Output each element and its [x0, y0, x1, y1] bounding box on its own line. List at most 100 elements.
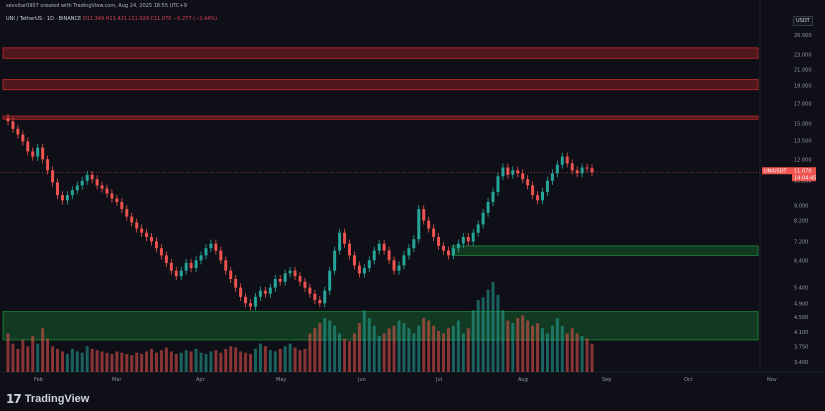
- candle-body: [491, 191, 495, 202]
- candle-body: [26, 141, 30, 152]
- price-tag-symbol-bg: [762, 167, 792, 175]
- volume-bar: [199, 352, 203, 372]
- volume-bar: [382, 333, 386, 372]
- candle-body: [402, 255, 406, 266]
- volume-bar: [402, 323, 406, 372]
- volume-bar: [150, 348, 154, 372]
- price-tick-label: 3.400: [794, 360, 808, 366]
- candle-body: [531, 185, 535, 196]
- volume-bar: [526, 320, 530, 372]
- volume-bar: [560, 325, 564, 372]
- price-tick-label: 26.000: [794, 33, 812, 39]
- volume-bar: [36, 343, 40, 372]
- snapshot-info: sevvitar0907 created with TradingView.co…: [6, 3, 187, 9]
- volume-bar: [486, 289, 490, 372]
- candle-body: [56, 182, 59, 196]
- time-tick-label: Oct: [684, 377, 693, 383]
- volume-bar: [204, 354, 208, 372]
- candle-body: [159, 248, 163, 256]
- candle-body: [427, 220, 431, 229]
- candle-body: [575, 170, 579, 174]
- candle-body: [85, 174, 89, 181]
- currency-label[interactable]: USDT: [793, 16, 813, 26]
- candle-body: [209, 243, 213, 249]
- candle-body: [451, 248, 455, 256]
- volume-bar: [184, 350, 188, 372]
- volume-bar: [476, 300, 480, 372]
- candle-body: [437, 236, 441, 246]
- candle-body: [100, 185, 104, 189]
- candle-body: [560, 156, 564, 165]
- candle-body: [555, 164, 559, 174]
- time-tick-label: Mar: [112, 377, 122, 383]
- candle-body: [224, 260, 228, 271]
- candle-body: [412, 239, 416, 249]
- volume-bar: [585, 338, 589, 372]
- candle-body: [70, 190, 74, 196]
- price-tick-label: 17.000: [794, 101, 812, 107]
- time-tick-label: May: [276, 377, 286, 383]
- candle-body: [471, 232, 475, 242]
- price-tick-label: 23.000: [794, 53, 812, 59]
- symbol-legend: UNI / TetherUS · 1D · BINANCE O11.349 H1…: [6, 16, 217, 22]
- candle-body: [343, 232, 347, 244]
- candle-body: [179, 270, 183, 277]
- volume-bar: [41, 328, 45, 372]
- volume-bar: [105, 352, 109, 372]
- volume-bar: [179, 352, 183, 372]
- candle-body: [174, 270, 178, 277]
- volume-bar: [219, 352, 223, 372]
- candle-body: [511, 170, 515, 175]
- candle-body: [501, 167, 505, 177]
- volume-bar: [263, 346, 267, 372]
- volume-bar: [56, 348, 59, 372]
- candle-body: [303, 281, 307, 288]
- volume-bar: [437, 330, 441, 372]
- candle-body: [184, 262, 188, 271]
- candle-body: [456, 243, 460, 249]
- candle-body: [145, 232, 149, 237]
- candle-body: [199, 255, 203, 261]
- candle-body: [130, 216, 134, 223]
- candle-body: [31, 151, 35, 157]
- volume-bar: [545, 333, 549, 372]
- candle-body: [268, 287, 272, 294]
- volume-bar: [555, 318, 559, 372]
- volume-bar: [253, 348, 257, 372]
- tradingview-logo[interactable]: 17 TradingView: [6, 392, 89, 406]
- volume-bar: [239, 351, 243, 372]
- price-chart[interactable]: 26.000 23.000 21.000 19.000 17.000 15.000 13.5…: [0, 0, 825, 386]
- candle-body: [150, 236, 154, 242]
- candle-body: [204, 248, 208, 256]
- volume-bar: [249, 354, 252, 372]
- price-tick-label: 15.000: [794, 121, 812, 127]
- time-tick-label: Jul: [435, 377, 442, 383]
- symbol-title: UNI / TetherUS · 1D · BINANCE: [6, 16, 82, 22]
- volume-bar: [481, 297, 485, 372]
- candle-body: [288, 270, 292, 274]
- candle-body: [382, 243, 386, 251]
- volume-bar: [288, 343, 292, 372]
- candle-body: [590, 168, 594, 173]
- time-tick-label: Feb: [34, 377, 43, 383]
- candle-body: [570, 163, 574, 171]
- volume-bar: [362, 310, 366, 372]
- candle-body: [565, 156, 569, 164]
- price-tick-label: 19.000: [794, 83, 812, 89]
- volume-bar: [575, 333, 579, 372]
- volume-bar: [506, 320, 510, 372]
- price-tick-label: 21.000: [794, 67, 812, 73]
- price-tick-label: 4.900: [794, 301, 808, 307]
- volume-bar: [21, 339, 25, 372]
- price-tick-label: 7.200: [794, 239, 808, 245]
- candle-body: [75, 185, 79, 191]
- candle-body: [110, 193, 114, 199]
- volume-bar: [392, 325, 396, 372]
- volume-bar: [570, 328, 574, 372]
- zone-resistance-2: [2, 115, 759, 120]
- candle-body: [125, 209, 129, 217]
- candle-body: [338, 232, 342, 251]
- candle-body: [189, 262, 193, 269]
- volume-bar: [550, 325, 554, 372]
